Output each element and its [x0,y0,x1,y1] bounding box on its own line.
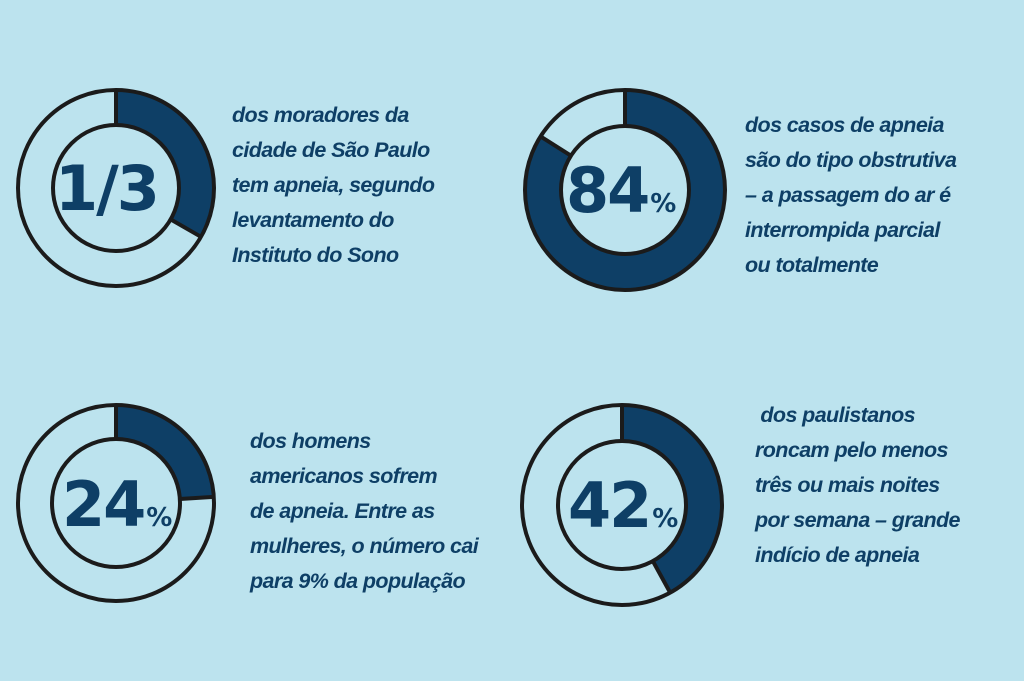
value-number: 1/3 [55,152,160,225]
percent-sign: % [652,504,679,534]
desc-line: dos paulistanos [755,403,916,427]
stat-description: dos homens americanos sofrem de apneia. … [250,424,479,599]
desc-line: cidade de São Paulo [232,138,430,162]
donut-filled-segment [116,405,214,499]
desc-line: por semana – grande [755,508,960,532]
segment-divider [179,494,214,501]
value-number: 84 [566,154,650,227]
desc-line: mulheres, o número cai [250,534,479,558]
desc-line: indício de apneia [755,543,920,567]
stat-description: dos moradores da cidade de São Paulo tem… [232,98,435,273]
desc-line: são do tipo obstrutiva [745,148,957,172]
desc-line: dos homens [250,429,371,453]
segment-divider [169,217,202,239]
value-number: 42 [568,469,652,542]
desc-line: ou totalmente [745,253,879,277]
donut-filled-segment [524,90,726,290]
stat-description: dos casos de apneia são do tipo obstruti… [745,108,957,283]
stat-value: 84% [566,160,676,222]
stat-value: 42% [568,475,678,537]
desc-line: levantamento do [232,208,394,232]
stat-value: 1/3 [55,158,160,220]
segment-divider [539,134,573,158]
segment-divider [651,560,672,594]
desc-line: americanos sofrem [250,464,438,488]
stat-description: dos paulistanos roncam pelo menos três o… [755,398,960,573]
desc-line: três ou mais noites [755,473,940,497]
donut-filled-segment [116,90,215,237]
stat-value: 24% [62,474,172,536]
value-number: 24 [62,468,146,541]
donut-filled-segment [622,405,722,593]
desc-line: de apneia. Entre as [250,499,435,523]
desc-line: tem apneia, segundo [232,173,435,197]
percent-sign: % [650,189,677,219]
desc-line: roncam pelo menos [755,438,949,462]
percent-sign: % [146,503,173,533]
desc-line: – a passagem do ar é [745,183,951,207]
desc-line: Instituto do Sono [232,243,399,267]
desc-line: para 9% da população [250,569,466,593]
desc-line: interrompida parcial [745,218,940,242]
desc-line: dos moradores da [232,103,409,127]
desc-line: dos casos de apneia [745,113,945,137]
